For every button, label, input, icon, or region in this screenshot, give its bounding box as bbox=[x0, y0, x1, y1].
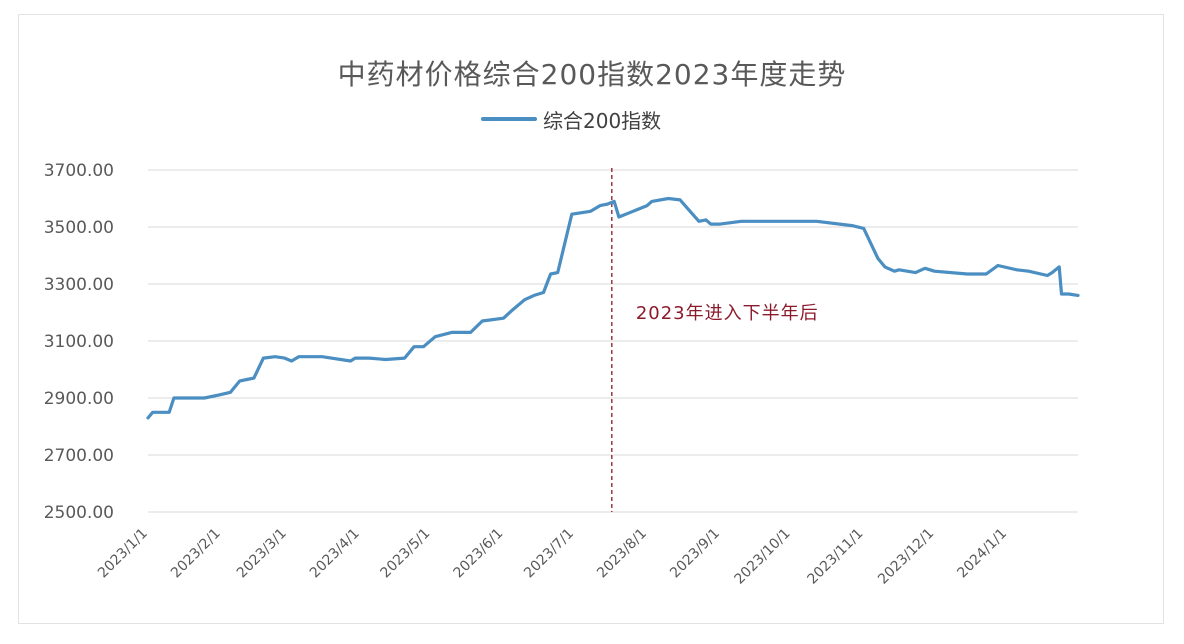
y-tick-label: 3100.00 bbox=[44, 332, 114, 352]
x-tick-label: 2023/10/1 bbox=[732, 526, 794, 588]
series-layer bbox=[146, 196, 1080, 420]
x-axis-labels: 2023/1/1 2023/2/1 2023/3/1 2023/4/1 2023/5/1… bbox=[95, 526, 1010, 588]
y-tick-label: 3500.00 bbox=[44, 218, 114, 238]
x-tick-label: 2023/9/1 bbox=[667, 526, 723, 582]
chart-frame: 中药材价格综合200指数2023年度走势 综合200指数 bbox=[18, 14, 1164, 624]
x-tick-label: 2023/3/1 bbox=[234, 526, 290, 582]
annotation-label: 2023年进入下半年后 bbox=[636, 303, 819, 324]
x-tick-label: 2024/1/1 bbox=[954, 526, 1010, 582]
y-tick-label: 2900.00 bbox=[44, 389, 114, 409]
legend-entry-label: 综合200指数 bbox=[543, 108, 662, 133]
x-tick-label: 2023/2/1 bbox=[168, 526, 224, 582]
gridlines bbox=[148, 169, 1078, 513]
y-tick-label: 3700.00 bbox=[44, 161, 114, 181]
x-tick-label: 2023/11/1 bbox=[804, 526, 866, 588]
y-tick-label: 2700.00 bbox=[44, 446, 114, 466]
y-tick-label: 2500.00 bbox=[44, 503, 114, 523]
x-tick-label: 2023/12/1 bbox=[875, 526, 937, 588]
chart-title: 中药材价格综合200指数2023年度走势 bbox=[337, 58, 847, 91]
legend-swatch bbox=[481, 117, 537, 121]
chart-legend: 综合200指数 bbox=[481, 107, 662, 133]
x-tick-label: 2023/8/1 bbox=[594, 526, 650, 582]
x-tick-label: 2023/5/1 bbox=[378, 526, 434, 582]
x-tick-label: 2023/7/1 bbox=[521, 526, 577, 582]
y-axis-labels: 3700.00 3500.00 3300.00 3100.00 2900.00 2700.… bbox=[44, 161, 114, 523]
x-tick-label: 2023/4/1 bbox=[307, 526, 363, 582]
x-tick-label: 2023/1/1 bbox=[95, 526, 151, 582]
y-tick-label: 3300.00 bbox=[44, 275, 114, 295]
series-line-综合200指数 bbox=[146, 196, 1080, 420]
x-tick-label: 2023/6/1 bbox=[451, 526, 507, 582]
annotation: 2023年进入下半年后 bbox=[611, 168, 819, 512]
